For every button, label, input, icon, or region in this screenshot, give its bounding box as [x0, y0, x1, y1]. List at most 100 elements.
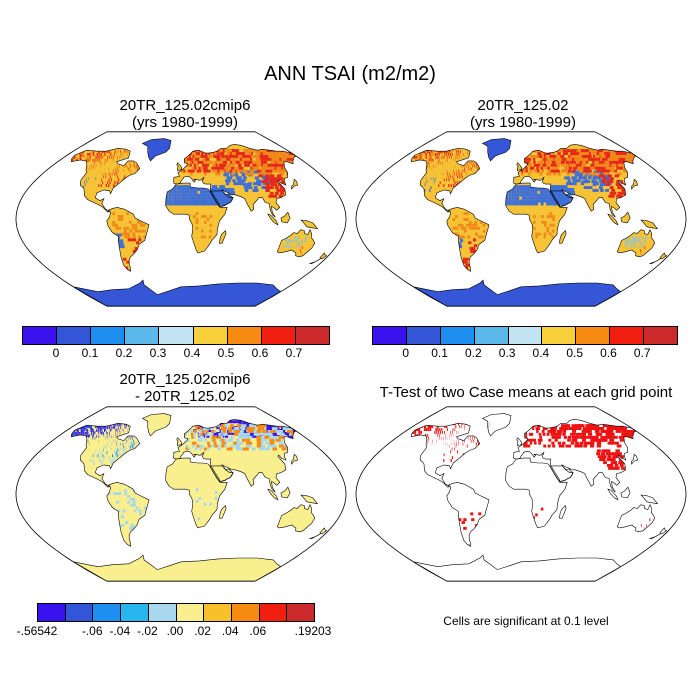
- land-antarctica: [73, 280, 281, 307]
- coastline-arabia: [550, 190, 574, 207]
- land-borneo: [620, 487, 631, 498]
- colorbar-swatch: [148, 604, 177, 621]
- map-top-right: [355, 131, 687, 307]
- land-sumatra: [607, 489, 618, 500]
- map-bottom-left: [15, 406, 347, 582]
- land-nz: [659, 252, 667, 259]
- coastline-nz2: [649, 533, 661, 539]
- colorbar-swatch: [65, 604, 94, 621]
- colorbar-tick-label: .06: [249, 624, 267, 638]
- coastline-japan: [291, 178, 298, 190]
- colorbar-swatch: [91, 327, 126, 344]
- land-nz: [659, 527, 667, 534]
- colorbar-swatch: [121, 604, 149, 621]
- coastline-greenland: [481, 413, 512, 437]
- land-antarctica: [413, 280, 621, 307]
- land-uk: [516, 162, 522, 171]
- land-newguinea: [641, 495, 658, 504]
- land-madagascar: [219, 230, 227, 244]
- coastline-africa: [505, 182, 568, 254]
- land-uk: [176, 162, 182, 171]
- colorbar-swatch: [576, 327, 611, 344]
- land-uk: [516, 437, 522, 446]
- map-border: [15, 406, 347, 582]
- colorbar-swatch: [406, 327, 441, 344]
- colorbar-tick-label: 0.1: [81, 346, 99, 360]
- land-arabia: [211, 465, 234, 482]
- colorbar-tick-label: 0: [402, 346, 410, 360]
- coastline-greenland: [141, 138, 172, 162]
- land-newguinea: [301, 495, 318, 504]
- land-northAmerica: [71, 148, 140, 213]
- coastline-nz: [659, 527, 668, 534]
- coastline-sumatra: [607, 213, 619, 226]
- coastline-nz2: [309, 533, 321, 539]
- coastline-eurasia: [513, 144, 637, 218]
- coastline-sumatra: [607, 488, 619, 501]
- colorbar-tick-label: 0.3: [149, 346, 167, 360]
- panel-title-bottom-right: T-Test of two Case means at each grid po…: [352, 384, 700, 401]
- coastline-borneo: [280, 486, 291, 499]
- coastline-greenland: [481, 138, 512, 162]
- coastline-japan: [631, 453, 638, 465]
- land-japan: [291, 454, 298, 464]
- land-antarctica: [413, 555, 621, 582]
- colorbar-tick-label: .04: [221, 624, 239, 638]
- colorbar-swatch: [93, 604, 122, 621]
- colorbar-tick-label: 0.4: [183, 346, 201, 360]
- coastline-madagascar: [219, 505, 227, 519]
- coastline-newguinea: [640, 219, 659, 230]
- colorbar-tick-label: 0.6: [251, 346, 269, 360]
- colorbar-tick-label: 0.5: [566, 346, 583, 360]
- coastline-southAmerica: [446, 207, 490, 272]
- land-africa: [505, 458, 568, 528]
- colorbar-swatch: [176, 604, 205, 621]
- coastline-australia: [276, 503, 316, 533]
- coastline-japan: [291, 453, 298, 465]
- colorbar-swatch: [23, 327, 58, 344]
- colorbar-swatch: [295, 327, 329, 344]
- colorbar-swatch: [204, 604, 232, 621]
- colorbar-swatch: [261, 327, 296, 344]
- coastline-nz: [319, 527, 328, 534]
- coastline-nz: [659, 252, 668, 259]
- land-uk: [176, 437, 182, 446]
- land-japan: [631, 179, 638, 189]
- coastline-nz2: [649, 258, 661, 264]
- land-borneo: [280, 212, 291, 223]
- land-sumatra: [607, 214, 618, 225]
- colorbar-swatch: [644, 327, 678, 344]
- coastline-newguinea: [300, 494, 319, 505]
- land-newguinea: [641, 220, 658, 229]
- colorbar-tick-label: 0.5: [217, 346, 235, 360]
- colorbar-tick-label: 0.2: [464, 346, 482, 360]
- colorbar-tick-label: 0: [52, 346, 60, 360]
- land-madagascar: [219, 505, 227, 519]
- colorbar-tick-label: 0.6: [600, 346, 617, 360]
- colorbar-tick-label: -.06: [81, 624, 103, 638]
- panel-title-top-left: 20TR_125.02cmip6 (yrs 1980-1999): [20, 97, 350, 131]
- map-bottom-right: [355, 406, 687, 582]
- coastline-borneo: [620, 211, 631, 224]
- coastline-arabia: [210, 465, 234, 482]
- colorbar-swatch: [259, 604, 288, 621]
- colorbar-tick-label: -.02: [137, 624, 158, 638]
- coastline-borneo: [620, 486, 631, 499]
- land-madagascar: [559, 505, 567, 519]
- coastline-southAmerica: [106, 207, 150, 272]
- land-southAmerica: [446, 482, 489, 547]
- coastline-uk: [176, 162, 182, 171]
- coastline-eurasia: [173, 144, 297, 218]
- map-border: [355, 406, 687, 582]
- significance-note: Cells are significant at 0.1 level: [443, 614, 609, 628]
- land-australia: [617, 504, 655, 532]
- coastline-uk: [516, 437, 522, 446]
- land-greenland: [142, 413, 171, 436]
- panel-title-top-right: 20TR_125.02 (yrs 1980-1999): [358, 97, 688, 131]
- colorbar-swatch: [57, 327, 92, 344]
- land-africa: [165, 458, 228, 528]
- coastline-newguinea: [640, 494, 659, 505]
- coastline-africa: [505, 457, 568, 529]
- colorbar-top-left: [22, 326, 330, 345]
- coastline-japan: [631, 178, 638, 190]
